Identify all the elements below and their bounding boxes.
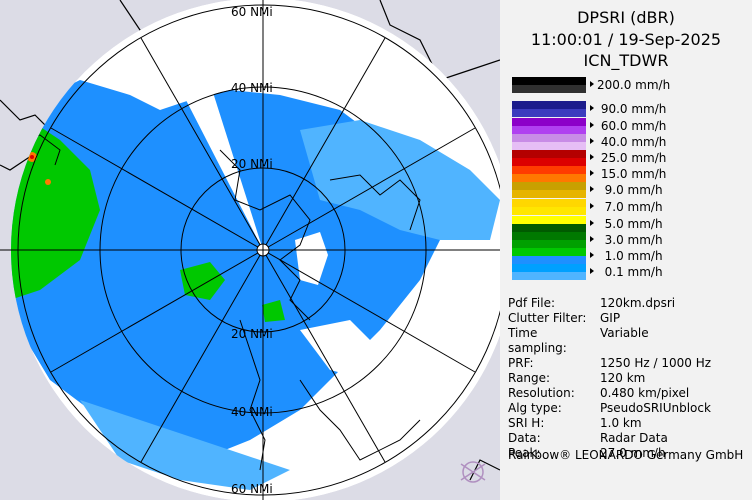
metadata-row: Clutter Filter: GIP (508, 311, 711, 326)
legend-swatch (512, 101, 586, 117)
legend-tick-icon (590, 81, 594, 87)
metadata-key: Resolution: (508, 386, 575, 400)
range-label: 40 NMi (231, 405, 273, 419)
legend-swatch (512, 150, 586, 166)
info-panel: DPSRI (dBR) 11:00:01 / 19-Sep-2025 ICN_T… (500, 0, 752, 500)
metadata-row: Peak: 27.0 mm/h (508, 446, 711, 461)
metadata-key: SRI H: (508, 416, 545, 430)
product-title: DPSRI (dBR) (577, 8, 675, 27)
metadata-row: Resolution: 0.480 km/pixel (508, 386, 711, 401)
legend-tick-icon (590, 138, 594, 144)
metadata-row: Data: Radar Data (508, 431, 711, 446)
legend-tick-icon (590, 105, 594, 111)
range-label: 20 NMi (231, 157, 273, 171)
coastline (19, 134, 421, 471)
metadata-list: Pdf File: 120km.dpsri Clutter Filter: GIP Ti… (508, 296, 711, 461)
legend-swatch (512, 216, 586, 232)
metadata-value: 1.0 km (600, 416, 642, 430)
metadata-row: Pdf File: 120km.dpsri (508, 296, 711, 311)
legend-swatch (512, 264, 586, 280)
legend-label: 40.0 mm/h (597, 135, 667, 149)
metadata-key: Data: (508, 431, 541, 445)
legend-tick-icon (590, 186, 594, 192)
echo-peak-cell (30, 155, 34, 159)
legend-swatch (512, 134, 586, 150)
legend-tick-icon (590, 203, 594, 209)
radar-image: 60 NMi 40 NMi 20 NMi 20 NMi 40 NMi 60 NM… (0, 0, 500, 500)
metadata-value: GIP (600, 311, 621, 325)
metadata-key: Peak: (508, 446, 541, 460)
radar-map: 60 NMi 40 NMi 20 NMi 20 NMi 40 NMi 60 NM… (0, 0, 500, 500)
legend-swatch (512, 118, 586, 134)
legend-swatch (512, 248, 586, 264)
metadata-row: PRF: 1250 Hz / 1000 Hz (508, 356, 711, 371)
legend-tick-icon (590, 268, 594, 274)
legend-label: 25.0 mm/h (597, 151, 667, 165)
clear-area-southeast (300, 320, 380, 380)
metadata-value: PseudoSRIUnblock (600, 401, 711, 415)
metadata-key: Alg type: (508, 401, 562, 415)
legend-swatch (512, 232, 586, 248)
clear-area-center (295, 232, 328, 285)
metadata-key: Time sampling: (508, 326, 567, 355)
metadata-key: Pdf File: (508, 296, 556, 310)
echo-heavy-cell (45, 179, 51, 185)
legend-label: 15.0 mm/h (597, 167, 667, 181)
metadata-value: 27.0 mm/h (600, 446, 666, 460)
legend-label: 1.0 mm/h (597, 249, 663, 263)
metadata-row: Range: 120 km (508, 371, 711, 386)
echo-moderate-south (262, 300, 285, 322)
metadata-value: Radar Data (600, 431, 668, 445)
legend-label: 0.1 mm/h (597, 265, 663, 279)
metadata-value: 120km.dpsri (600, 296, 676, 310)
legend-tick-icon (590, 252, 594, 258)
metadata-row: Alg type: PseudoSRIUnblock (508, 401, 711, 416)
legend-label: 60.0 mm/h (597, 119, 667, 133)
range-label: 60 NMi (231, 5, 273, 19)
range-label: 20 NMi (231, 327, 273, 341)
legend-swatch (512, 166, 586, 182)
datetime: 11:00:01 / 19-Sep-2025 (530, 30, 722, 49)
legend-label: 3.0 mm/h (597, 233, 663, 247)
legend-tick-icon (590, 220, 594, 226)
metadata-value: 120 km (600, 371, 646, 385)
metadata-value: Variable (600, 326, 649, 340)
radar-site-icon (256, 243, 270, 257)
legend-swatch (512, 77, 586, 93)
metadata-row: Time sampling: Variable (508, 326, 711, 356)
legend-swatch (512, 182, 586, 198)
footer-credit: Rainbow® LEONARDO Germany GmbH (508, 448, 744, 462)
blind-sector (150, 20, 263, 250)
legend-label: 90.0 mm/h (597, 102, 667, 116)
echo-light-rain-south (80, 400, 290, 490)
legend-label: 9.0 mm/h (597, 183, 663, 197)
range-label: 40 NMi (231, 81, 273, 95)
metadata-value: 1250 Hz / 1000 Hz (600, 356, 712, 370)
legend-tick-icon (590, 154, 594, 160)
metadata-row: SRI H: 1.0 km (508, 416, 711, 431)
legend-label: 200.0 mm/h (597, 78, 671, 92)
metadata-value: 0.480 km/pixel (600, 386, 690, 400)
azimuth-lines (0, 0, 500, 500)
metadata-key: PRF: (508, 356, 534, 370)
range-label: 60 NMi (231, 482, 273, 496)
legend-swatch (512, 199, 586, 215)
legend-tick-icon (590, 122, 594, 128)
legend-label: 5.0 mm/h (597, 217, 663, 231)
legend-label: 7.0 mm/h (597, 200, 663, 214)
metadata-key: Clutter Filter: (508, 311, 587, 325)
station-name: ICN_TDWR (583, 51, 669, 70)
legend-tick-icon (590, 170, 594, 176)
legend-tick-icon (590, 236, 594, 242)
leonardo-logo (460, 461, 486, 483)
metadata-key: Range: (508, 371, 551, 385)
